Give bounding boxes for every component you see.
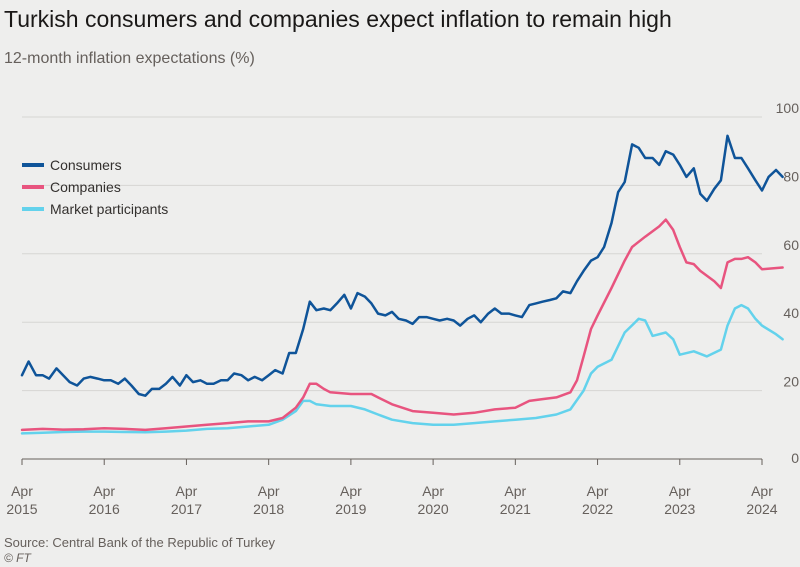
legend-swatch-companies bbox=[22, 185, 44, 189]
y-tick-label: 0 bbox=[791, 450, 799, 466]
y-tick-label: 80 bbox=[783, 168, 799, 184]
y-tick-label: 100 bbox=[776, 100, 800, 116]
chart-title: Turkish consumers and companies expect i… bbox=[4, 6, 672, 32]
series-line-consumers bbox=[20, 134, 784, 397]
y-tick-label: 60 bbox=[783, 237, 799, 253]
legend-label-companies: Companies bbox=[50, 179, 121, 195]
x-tick-label-month: Apr bbox=[176, 483, 198, 499]
y-tick-label: 40 bbox=[783, 305, 799, 321]
legend-label-market-participants: Market participants bbox=[50, 201, 169, 217]
legend-item-market-participants: Market participants bbox=[22, 198, 168, 220]
gridlines bbox=[22, 116, 762, 392]
x-tick-label-year: 2024 bbox=[746, 501, 777, 517]
x-tick-label-month: Apr bbox=[11, 483, 33, 499]
legend-swatch-consumers bbox=[22, 163, 44, 167]
chart-subtitle: 12-month inflation expectations (%) bbox=[4, 50, 255, 67]
x-tick-label-year: 2016 bbox=[89, 501, 120, 517]
x-tick-label-month: Apr bbox=[422, 483, 444, 499]
legend-swatch-market-participants bbox=[22, 207, 44, 211]
x-tick-label-month: Apr bbox=[258, 483, 280, 499]
source-note: Source: Central Bank of the Republic of … bbox=[4, 535, 275, 550]
x-axis-tick-labels: Apr 2015 Apr 2016 Apr 2017 Apr 2018 Apr 2019 Apr 20… bbox=[6, 483, 777, 517]
x-tick-label-year: 2019 bbox=[335, 501, 366, 517]
x-tick-label-year: 2020 bbox=[418, 501, 449, 517]
x-tick-label-month: Apr bbox=[340, 483, 362, 499]
series-line-market-participants bbox=[20, 303, 784, 435]
x-tick-label-year: 2017 bbox=[171, 501, 202, 517]
legend: Consumers Companies Market participants bbox=[22, 154, 168, 220]
x-tick-label-year: 2015 bbox=[6, 501, 37, 517]
x-tick-label-month: Apr bbox=[587, 483, 609, 499]
x-tick-label-month: Apr bbox=[669, 483, 691, 499]
legend-label-consumers: Consumers bbox=[50, 157, 122, 173]
y-tick-label: 20 bbox=[783, 374, 799, 390]
x-tick-label-year: 2018 bbox=[253, 501, 284, 517]
x-tick-label-year: 2021 bbox=[500, 501, 531, 517]
line-chart: 0 20 40 60 80 100 Apr 2015 Apr 2016 Apr 2017 Apr 201… bbox=[6, 100, 800, 517]
y-axis-tick-labels: 0 20 40 60 80 100 bbox=[776, 100, 800, 466]
series-lines bbox=[20, 134, 784, 435]
x-tick-label-month: Apr bbox=[504, 483, 526, 499]
copyright-note: © FT bbox=[4, 551, 31, 565]
x-axis-baseline bbox=[21, 458, 763, 465]
x-tick-label-year: 2023 bbox=[664, 501, 695, 517]
x-tick-label-year: 2022 bbox=[582, 501, 613, 517]
legend-item-companies: Companies bbox=[22, 176, 168, 198]
series-line-companies bbox=[20, 218, 784, 432]
x-tick-label-month: Apr bbox=[751, 483, 773, 499]
legend-item-consumers: Consumers bbox=[22, 154, 168, 176]
x-tick-label-month: Apr bbox=[93, 483, 115, 499]
